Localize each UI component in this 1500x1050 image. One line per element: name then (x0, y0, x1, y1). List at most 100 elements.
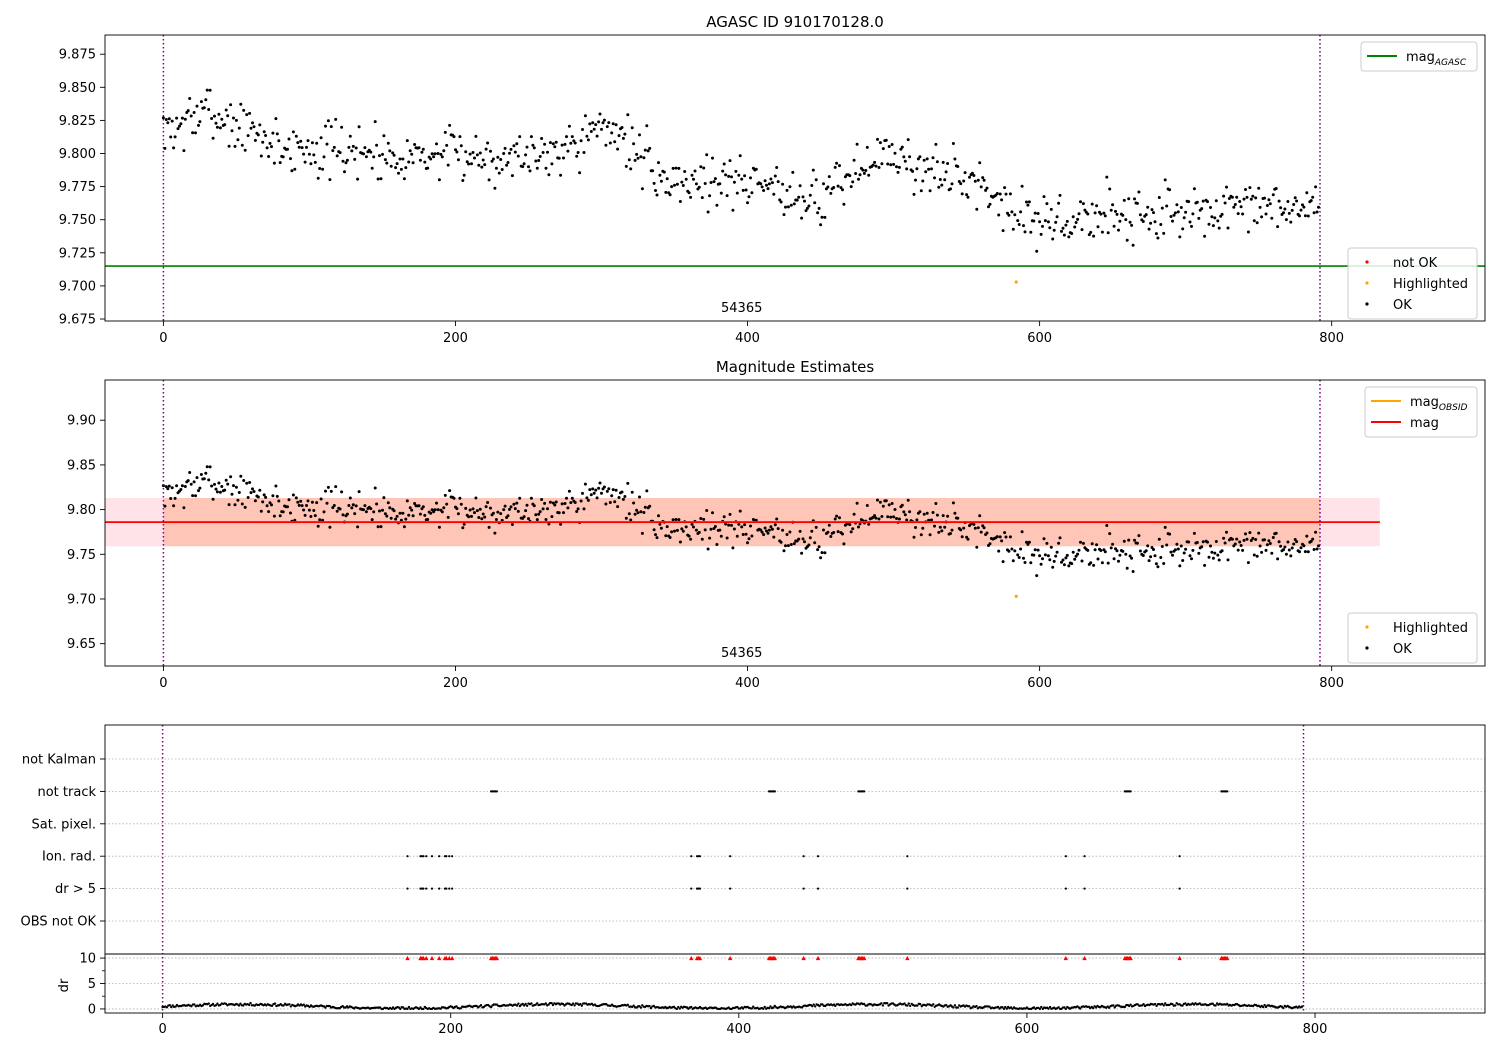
ok-point (950, 182, 954, 186)
ok-point (290, 169, 294, 173)
ok-point (1233, 203, 1237, 206)
ok-point (277, 499, 281, 503)
ok-point (835, 514, 839, 518)
ok-point (1306, 550, 1310, 554)
ok-point (930, 518, 933, 522)
ok-point (1201, 540, 1205, 544)
ok-point (493, 531, 497, 535)
ok-point (386, 501, 390, 505)
dr-clipped-marker (405, 955, 410, 961)
ok-point (874, 164, 878, 168)
ok-point (724, 522, 728, 526)
ok-point (1095, 204, 1099, 208)
x-tick-label: 0 (159, 331, 167, 346)
ok-point (1157, 537, 1161, 541)
ok-point (376, 525, 380, 529)
x-tick-label: 0 (159, 676, 167, 691)
ok-point (1128, 554, 1132, 558)
ok-point (375, 502, 379, 506)
ok-point (579, 499, 583, 503)
ok-point (1216, 219, 1220, 223)
flag-point (773, 790, 776, 793)
ok-point (340, 125, 344, 129)
ok-point (1254, 196, 1258, 200)
ok-point (767, 528, 771, 532)
ok-point (1159, 223, 1163, 226)
ok-point (760, 185, 764, 189)
ok-point (1000, 539, 1004, 543)
ok-point (515, 501, 519, 505)
ok-point (1227, 197, 1231, 200)
ok-point (997, 213, 1001, 217)
ok-point (1058, 193, 1062, 197)
ok-point (1235, 537, 1239, 541)
flag-point (422, 887, 425, 890)
ok-point (525, 145, 529, 149)
ok-point (1254, 538, 1258, 541)
ok-point (389, 516, 393, 520)
ok-point (629, 518, 633, 522)
ok-point (595, 134, 599, 138)
ok-point (309, 515, 313, 518)
ok-point (437, 178, 441, 182)
ok-point (1245, 537, 1249, 541)
ok-point (532, 504, 536, 508)
panel-1-title: AGASC ID 910170128.0 (706, 13, 884, 31)
ok-point (1181, 227, 1185, 231)
ok-point (1179, 544, 1183, 548)
ok-point (382, 496, 386, 500)
ok-point (199, 473, 203, 476)
ok-point (259, 509, 263, 513)
ok-point (470, 514, 473, 518)
ok-point (410, 152, 414, 156)
ok-point (369, 507, 373, 511)
ok-point (499, 158, 503, 161)
ok-point (418, 158, 422, 162)
ok-point (454, 148, 457, 152)
ok-point (560, 502, 564, 506)
ok-point (401, 157, 405, 161)
ok-point (1165, 543, 1169, 547)
ok-point (1011, 559, 1015, 563)
dr-point (988, 1005, 991, 1008)
ok-point (823, 215, 827, 219)
ok-point (1121, 549, 1125, 553)
ok-point (941, 514, 945, 518)
ok-point (743, 174, 747, 178)
ok-point (1222, 194, 1226, 198)
ok-point (749, 524, 752, 528)
ok-point (559, 522, 563, 526)
ok-point (902, 510, 906, 514)
ok-point (694, 528, 698, 532)
ok-point (975, 545, 979, 549)
ok-point (321, 167, 325, 171)
ok-point (826, 530, 830, 534)
ok-point (630, 490, 634, 494)
ok-point (1141, 554, 1145, 557)
ok-point (725, 194, 729, 198)
ok-point (585, 496, 589, 500)
ok-point (658, 522, 662, 526)
ok-point (1213, 551, 1217, 555)
y-tick-label: 9.90 (67, 414, 96, 429)
flag-row-label: Ion. rad. (42, 850, 96, 865)
ok-point (1267, 539, 1271, 543)
flag-row-label: Sat. pixel. (32, 817, 96, 832)
ok-point (182, 149, 186, 153)
ok-point (1003, 186, 1007, 190)
plot-frame (104, 724, 1486, 1014)
flag-point (729, 855, 732, 858)
ok-point (1271, 536, 1275, 539)
ok-point (949, 187, 952, 191)
ok-point (541, 151, 545, 154)
ok-point (481, 512, 485, 516)
ok-point (959, 182, 963, 186)
ok-point (407, 513, 411, 517)
ok-point (677, 166, 681, 170)
ok-point (461, 179, 465, 182)
ok-point (1211, 224, 1215, 228)
ok-point (418, 512, 422, 516)
ok-point (884, 499, 888, 503)
ok-point (1284, 218, 1288, 222)
